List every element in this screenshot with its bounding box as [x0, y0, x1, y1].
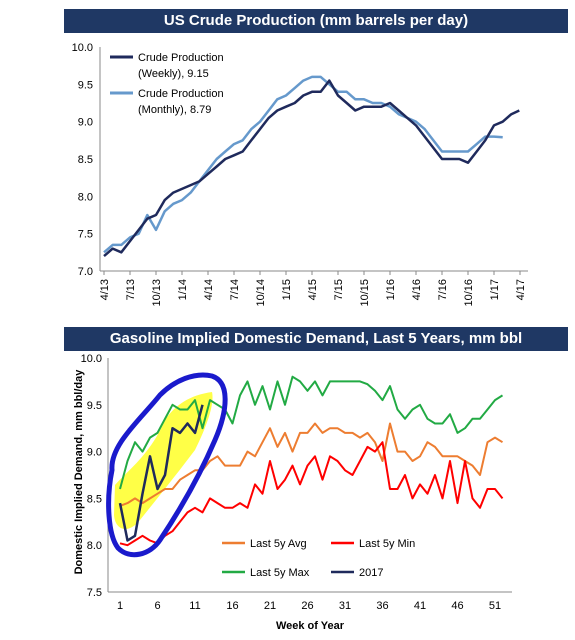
yellow-highlight-annotation — [114, 392, 213, 530]
chart2-x-tick-label: 41 — [414, 600, 426, 612]
chart1-y-tick-label: 7.5 — [78, 229, 93, 241]
chart1-y-tick-label: 8.0 — [78, 191, 93, 203]
chart1-x-tick-label: 4/17 — [515, 279, 527, 300]
chart1-y-tick-label: 9.0 — [78, 117, 93, 129]
chart2-y-tick-label: 9.0 — [87, 447, 102, 459]
chart2-legend-max: Last 5y Max — [250, 567, 310, 579]
chart2-legend-avg: Last 5y Avg — [250, 538, 307, 550]
chart1-legend-weekly-line2: (Weekly), 9.15 — [138, 68, 209, 80]
chart1-series-line-0 — [103, 79, 520, 258]
chart1-x-tick-label: 4/15 — [307, 279, 319, 300]
chart2-y-tick-label: 10.0 — [81, 353, 102, 365]
chart2-x-tick-label: 1 — [117, 600, 123, 612]
chart2-y-tick-label: 7.5 — [87, 587, 102, 599]
chart1-x-tick-label: 4/16 — [411, 279, 423, 300]
chart1-x-tick-label: 1/14 — [177, 279, 189, 300]
chart1-x-tick-label: 10/14 — [255, 279, 267, 307]
chart2-x-tick-label: 26 — [301, 600, 313, 612]
chart2-series-line-1 — [119, 441, 504, 547]
chart2-series-line-2 — [119, 375, 504, 490]
chart1-x-tick-label: 1/15 — [281, 279, 293, 300]
chart2-x-tick-label: 51 — [489, 600, 501, 612]
chart1-x-tick-label: 10/13 — [151, 279, 163, 307]
chart1-legend-monthly-line2: (Monthly), 8.79 — [138, 104, 211, 116]
chart2-legend-2017: 2017 — [359, 567, 383, 579]
chart1-x-tick-label: 1/16 — [385, 279, 397, 300]
chart2-series-line-0 — [119, 422, 504, 507]
chart1-title: US Crude Production (mm barrels per day) — [64, 9, 568, 33]
chart2-x-tick-label: 46 — [451, 600, 463, 612]
chart1-x-tick-label: 7/13 — [125, 279, 137, 300]
chart2-y-axis-label: Domestic Implied Demand, mm bbl/day — [73, 369, 85, 575]
chart2-title: Gasoline Implied Domestic Demand, Last 5… — [64, 327, 568, 351]
chart2-legend-min: Last 5y Min — [359, 538, 415, 550]
chart1-x-tick-label: 4/13 — [99, 279, 111, 300]
blue-circle-annotation — [106, 372, 228, 558]
chart1-x-tick-label: 10/15 — [359, 279, 371, 307]
chart1-x-tick-label: 7/16 — [437, 279, 449, 300]
chart1-y-tick-label: 8.5 — [78, 154, 93, 166]
chart2-x-tick-label: 31 — [339, 600, 351, 612]
chart1-x-tick-label: 10/16 — [463, 279, 475, 307]
chart1-y-tick-label: 9.5 — [78, 79, 93, 91]
chart1-legend-weekly-line1: Crude Production — [138, 52, 224, 64]
chart1-x-tick-label: 1/17 — [489, 279, 501, 300]
chart2-y-tick-label: 8.5 — [87, 493, 102, 505]
chart2-series-line-3 — [118, 404, 204, 542]
chart2-x-tick-label: 11 — [189, 600, 200, 612]
chart1-y-tick-label: 10.0 — [72, 42, 93, 54]
chart2-y-tick-label: 9.5 — [87, 400, 102, 412]
chart1-y-tick-label: 7.0 — [78, 266, 93, 278]
chart2-x-tick-label: 6 — [154, 600, 160, 612]
chart2-x-tick-label: 36 — [376, 600, 388, 612]
chart1-x-tick-label: 7/14 — [229, 279, 241, 300]
chart2-x-axis-label: Week of Year — [276, 620, 345, 632]
chart2-x-tick-label: 16 — [226, 600, 238, 612]
chart1-x-tick-label: 7/15 — [333, 279, 345, 300]
chart1-legend-monthly-line1: Crude Production — [138, 88, 224, 100]
chart1-series-line-1 — [103, 75, 503, 254]
chart2-y-tick-label: 8.0 — [87, 540, 102, 552]
chart2-x-tick-label: 21 — [264, 600, 276, 612]
chart1-x-tick-label: 4/14 — [203, 279, 215, 300]
